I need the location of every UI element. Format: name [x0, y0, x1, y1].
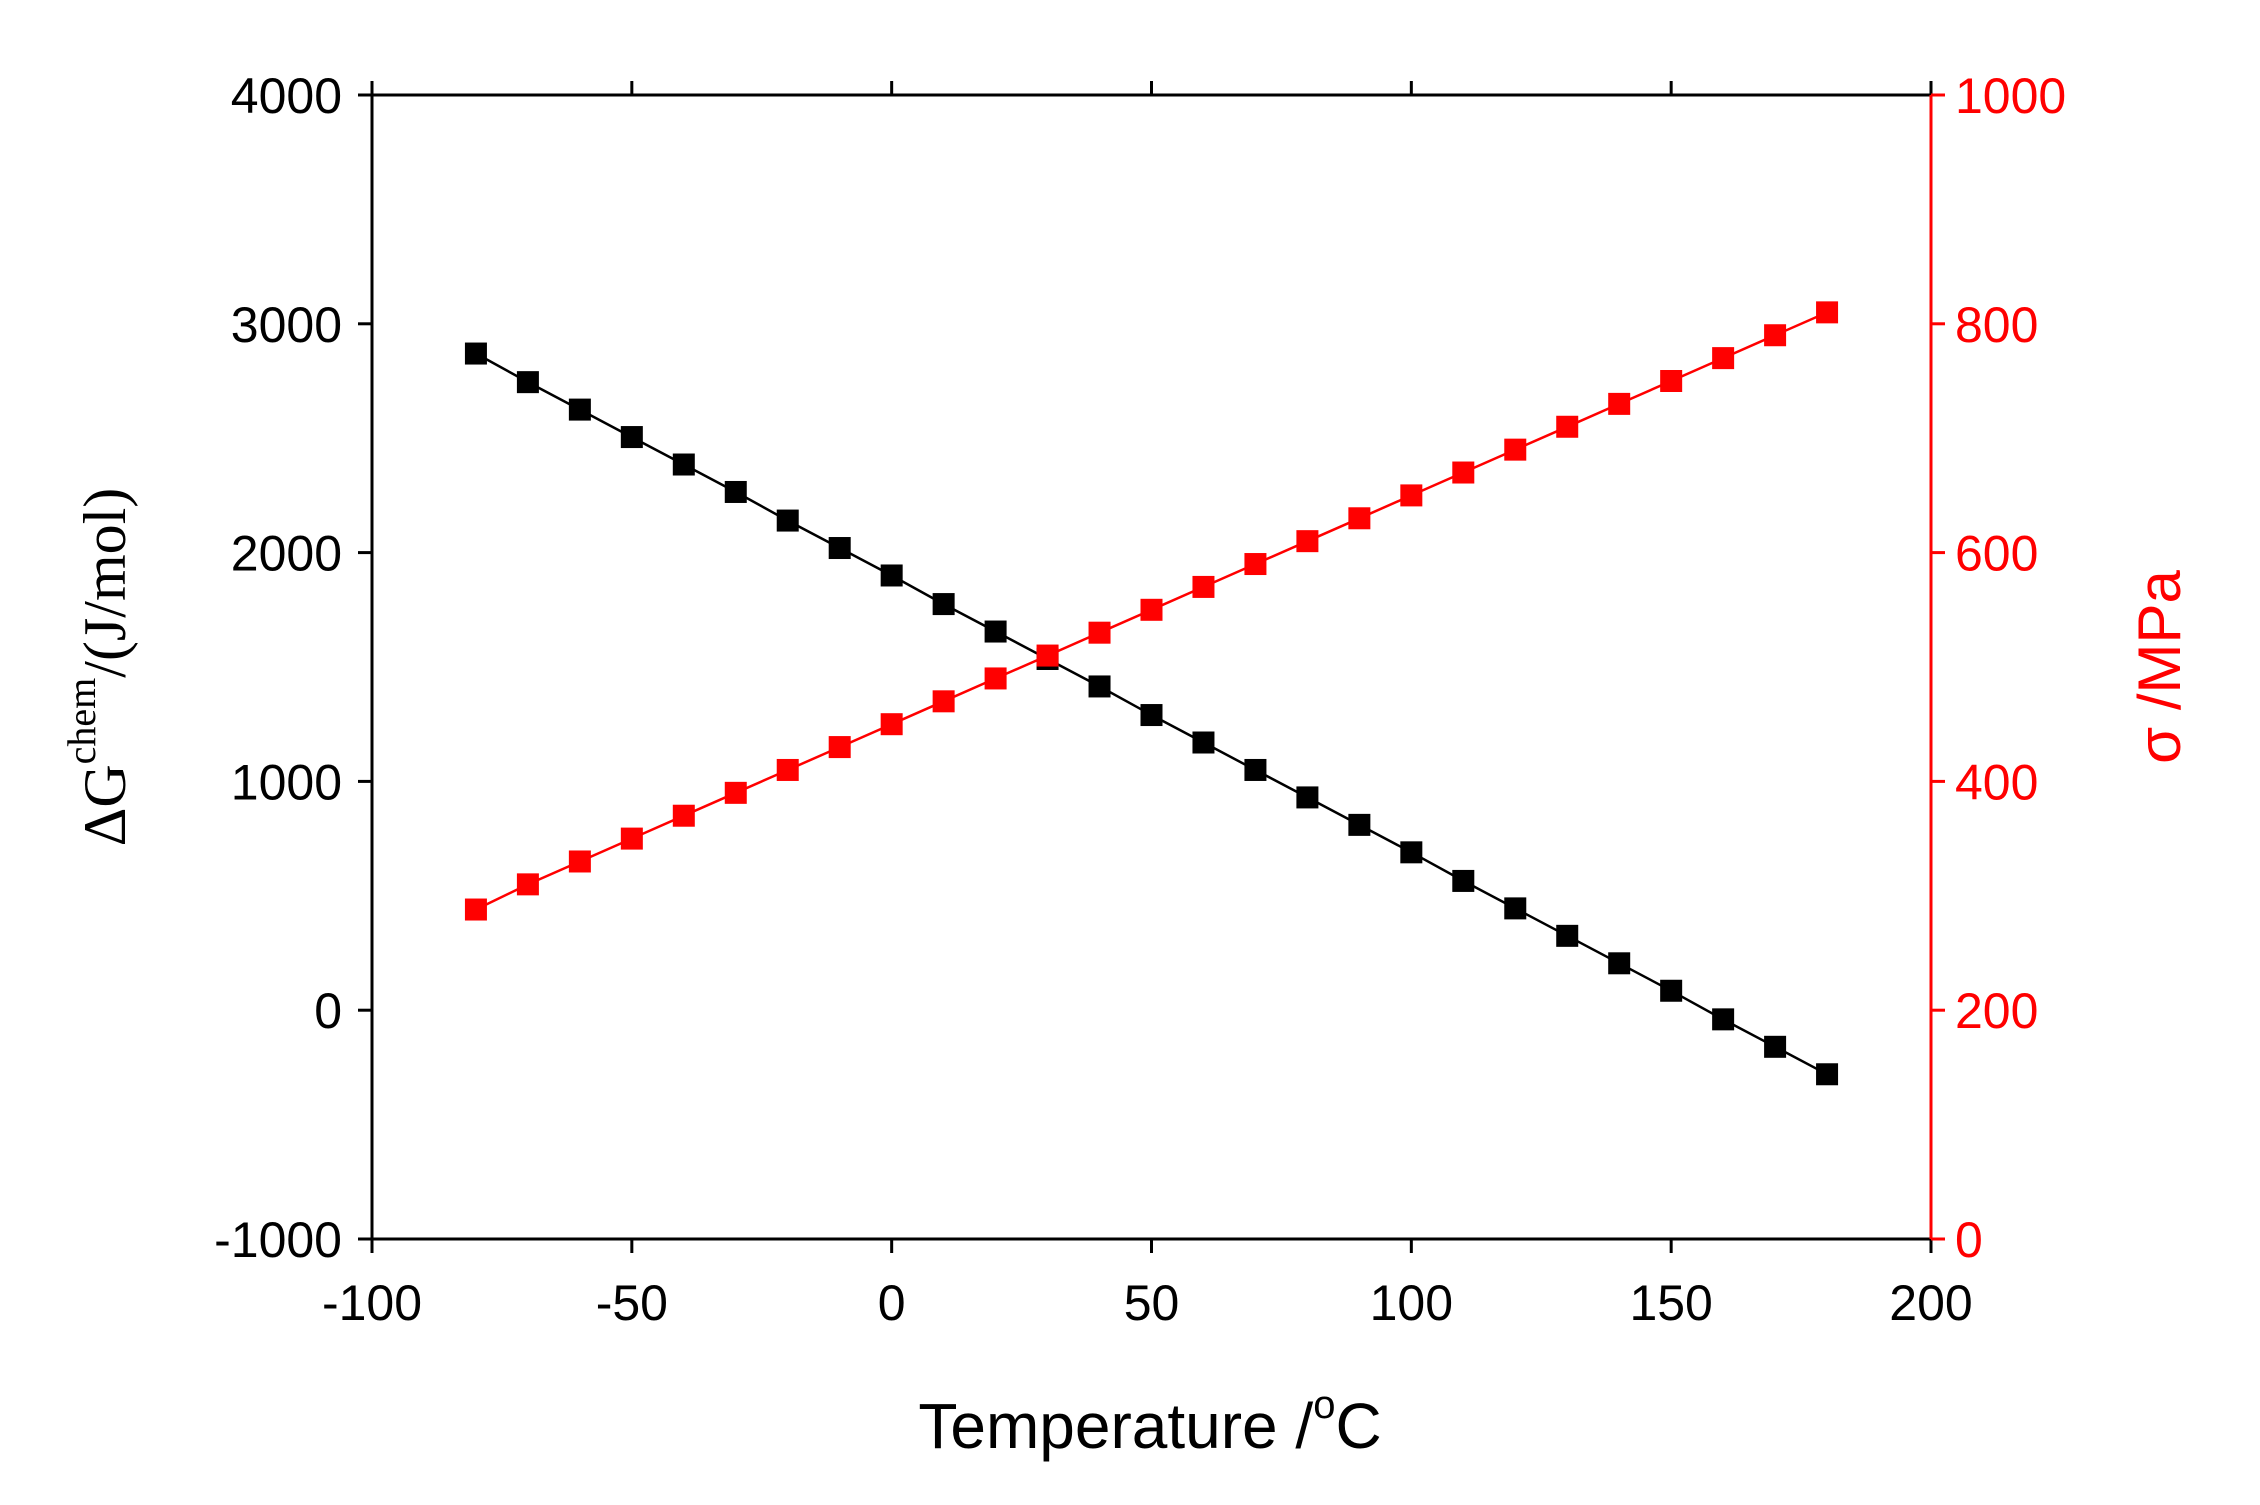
ticks-layer: -100 -50 0 50 100 150 200-10000100020003000400… [214, 68, 2066, 1331]
data-point-sigma [1348, 507, 1371, 530]
data-point-sigma [776, 758, 799, 781]
left-y-axis-title-unit: /(J/mol) [72, 488, 138, 678]
x-axis-title: Temperature /oC [918, 1383, 1381, 1462]
data-point-delta-g [1660, 979, 1683, 1002]
data-point-sigma [1660, 370, 1683, 392]
x-tick-label: -50 [596, 1275, 668, 1331]
data-point-delta-g [1556, 924, 1579, 947]
data-point-sigma [1608, 392, 1631, 415]
data-point-delta-g [1296, 786, 1319, 809]
data-point-sigma [828, 736, 851, 759]
right-y-tick-label: 0 [1955, 1212, 1983, 1268]
data-point-sigma [568, 850, 591, 873]
data-point-delta-g [672, 453, 695, 476]
data-point-sigma [1296, 530, 1319, 553]
right-y-tick-label: 200 [1955, 983, 2038, 1039]
left-y-tick-label: 3000 [231, 297, 342, 353]
data-point-delta-g [568, 398, 591, 421]
data-point-delta-g [516, 371, 539, 394]
data-point-delta-g [1140, 704, 1163, 727]
data-point-sigma [880, 713, 903, 736]
right-y-tick-label: 600 [1955, 526, 2038, 582]
left-y-tick-label: 2000 [231, 526, 342, 582]
data-point-sigma [1244, 553, 1267, 576]
series-layer [464, 301, 1839, 1086]
data-point-delta-g [1452, 869, 1475, 892]
data-point-delta-g [1192, 731, 1215, 754]
data-point-delta-g [1348, 813, 1371, 836]
left-y-axis-title: ΔGchem/(J/mol) [59, 488, 138, 847]
x-axis-title-superscript: o [1313, 1383, 1335, 1427]
data-point-sigma [724, 781, 747, 804]
right-y-tick-label: 800 [1955, 297, 2038, 353]
data-point-delta-g [1816, 1063, 1839, 1086]
data-point-delta-g [828, 537, 851, 560]
data-point-sigma [516, 873, 539, 896]
left-y-tick-label: 0 [314, 983, 342, 1039]
x-tick-label: 150 [1629, 1275, 1712, 1331]
x-axis-title-unit: C [1335, 1390, 1381, 1462]
left-y-tick-label: -1000 [214, 1212, 342, 1268]
data-point-delta-g [724, 480, 747, 503]
x-tick-label: 50 [1124, 1275, 1180, 1331]
x-tick-label: 100 [1370, 1275, 1453, 1331]
data-point-delta-g [932, 593, 955, 616]
data-point-sigma [1088, 621, 1111, 644]
data-point-sigma [1400, 484, 1423, 507]
data-point-sigma [1140, 598, 1163, 621]
data-point-sigma [464, 898, 487, 921]
right-y-tick-label: 400 [1955, 754, 2038, 810]
left-y-tick-label: 1000 [231, 754, 342, 810]
data-point-sigma [1036, 644, 1059, 667]
data-point-sigma [672, 804, 695, 827]
data-point-sigma [1452, 461, 1475, 484]
data-point-sigma [1764, 324, 1787, 347]
data-point-sigma [1816, 301, 1839, 324]
x-tick-label: -100 [322, 1275, 422, 1331]
data-point-delta-g [1400, 841, 1423, 864]
x-tick-label: 0 [878, 1275, 906, 1331]
data-point-delta-g [1608, 952, 1631, 975]
x-tick-label: 200 [1889, 1275, 1972, 1331]
data-point-sigma [1192, 575, 1215, 598]
left-y-axis-title-main: ΔG [72, 764, 138, 846]
data-point-sigma [984, 667, 1007, 690]
data-point-sigma [620, 827, 643, 850]
right-y-tick-label: 1000 [1955, 68, 2066, 124]
data-point-delta-g [984, 620, 1007, 643]
data-point-delta-g [1244, 758, 1267, 781]
data-point-delta-g [1764, 1035, 1787, 1058]
x-axis-title-main: Temperature / [918, 1390, 1313, 1462]
data-point-delta-g [464, 342, 487, 365]
data-point-delta-g [620, 426, 643, 449]
data-point-delta-g [1504, 897, 1527, 920]
data-point-delta-g [1088, 675, 1111, 698]
data-point-delta-g [880, 564, 903, 587]
data-point-sigma [1712, 347, 1735, 370]
data-point-delta-g [776, 509, 799, 532]
data-point-delta-g [1712, 1008, 1735, 1031]
left-y-tick-label: 4000 [231, 68, 342, 124]
right-y-axis-title: σ /MPa [2126, 570, 2193, 764]
data-point-sigma [932, 690, 955, 713]
left-y-axis-title-superscript: chem [59, 678, 104, 765]
data-point-sigma [1556, 415, 1579, 438]
data-point-sigma [1504, 438, 1527, 461]
